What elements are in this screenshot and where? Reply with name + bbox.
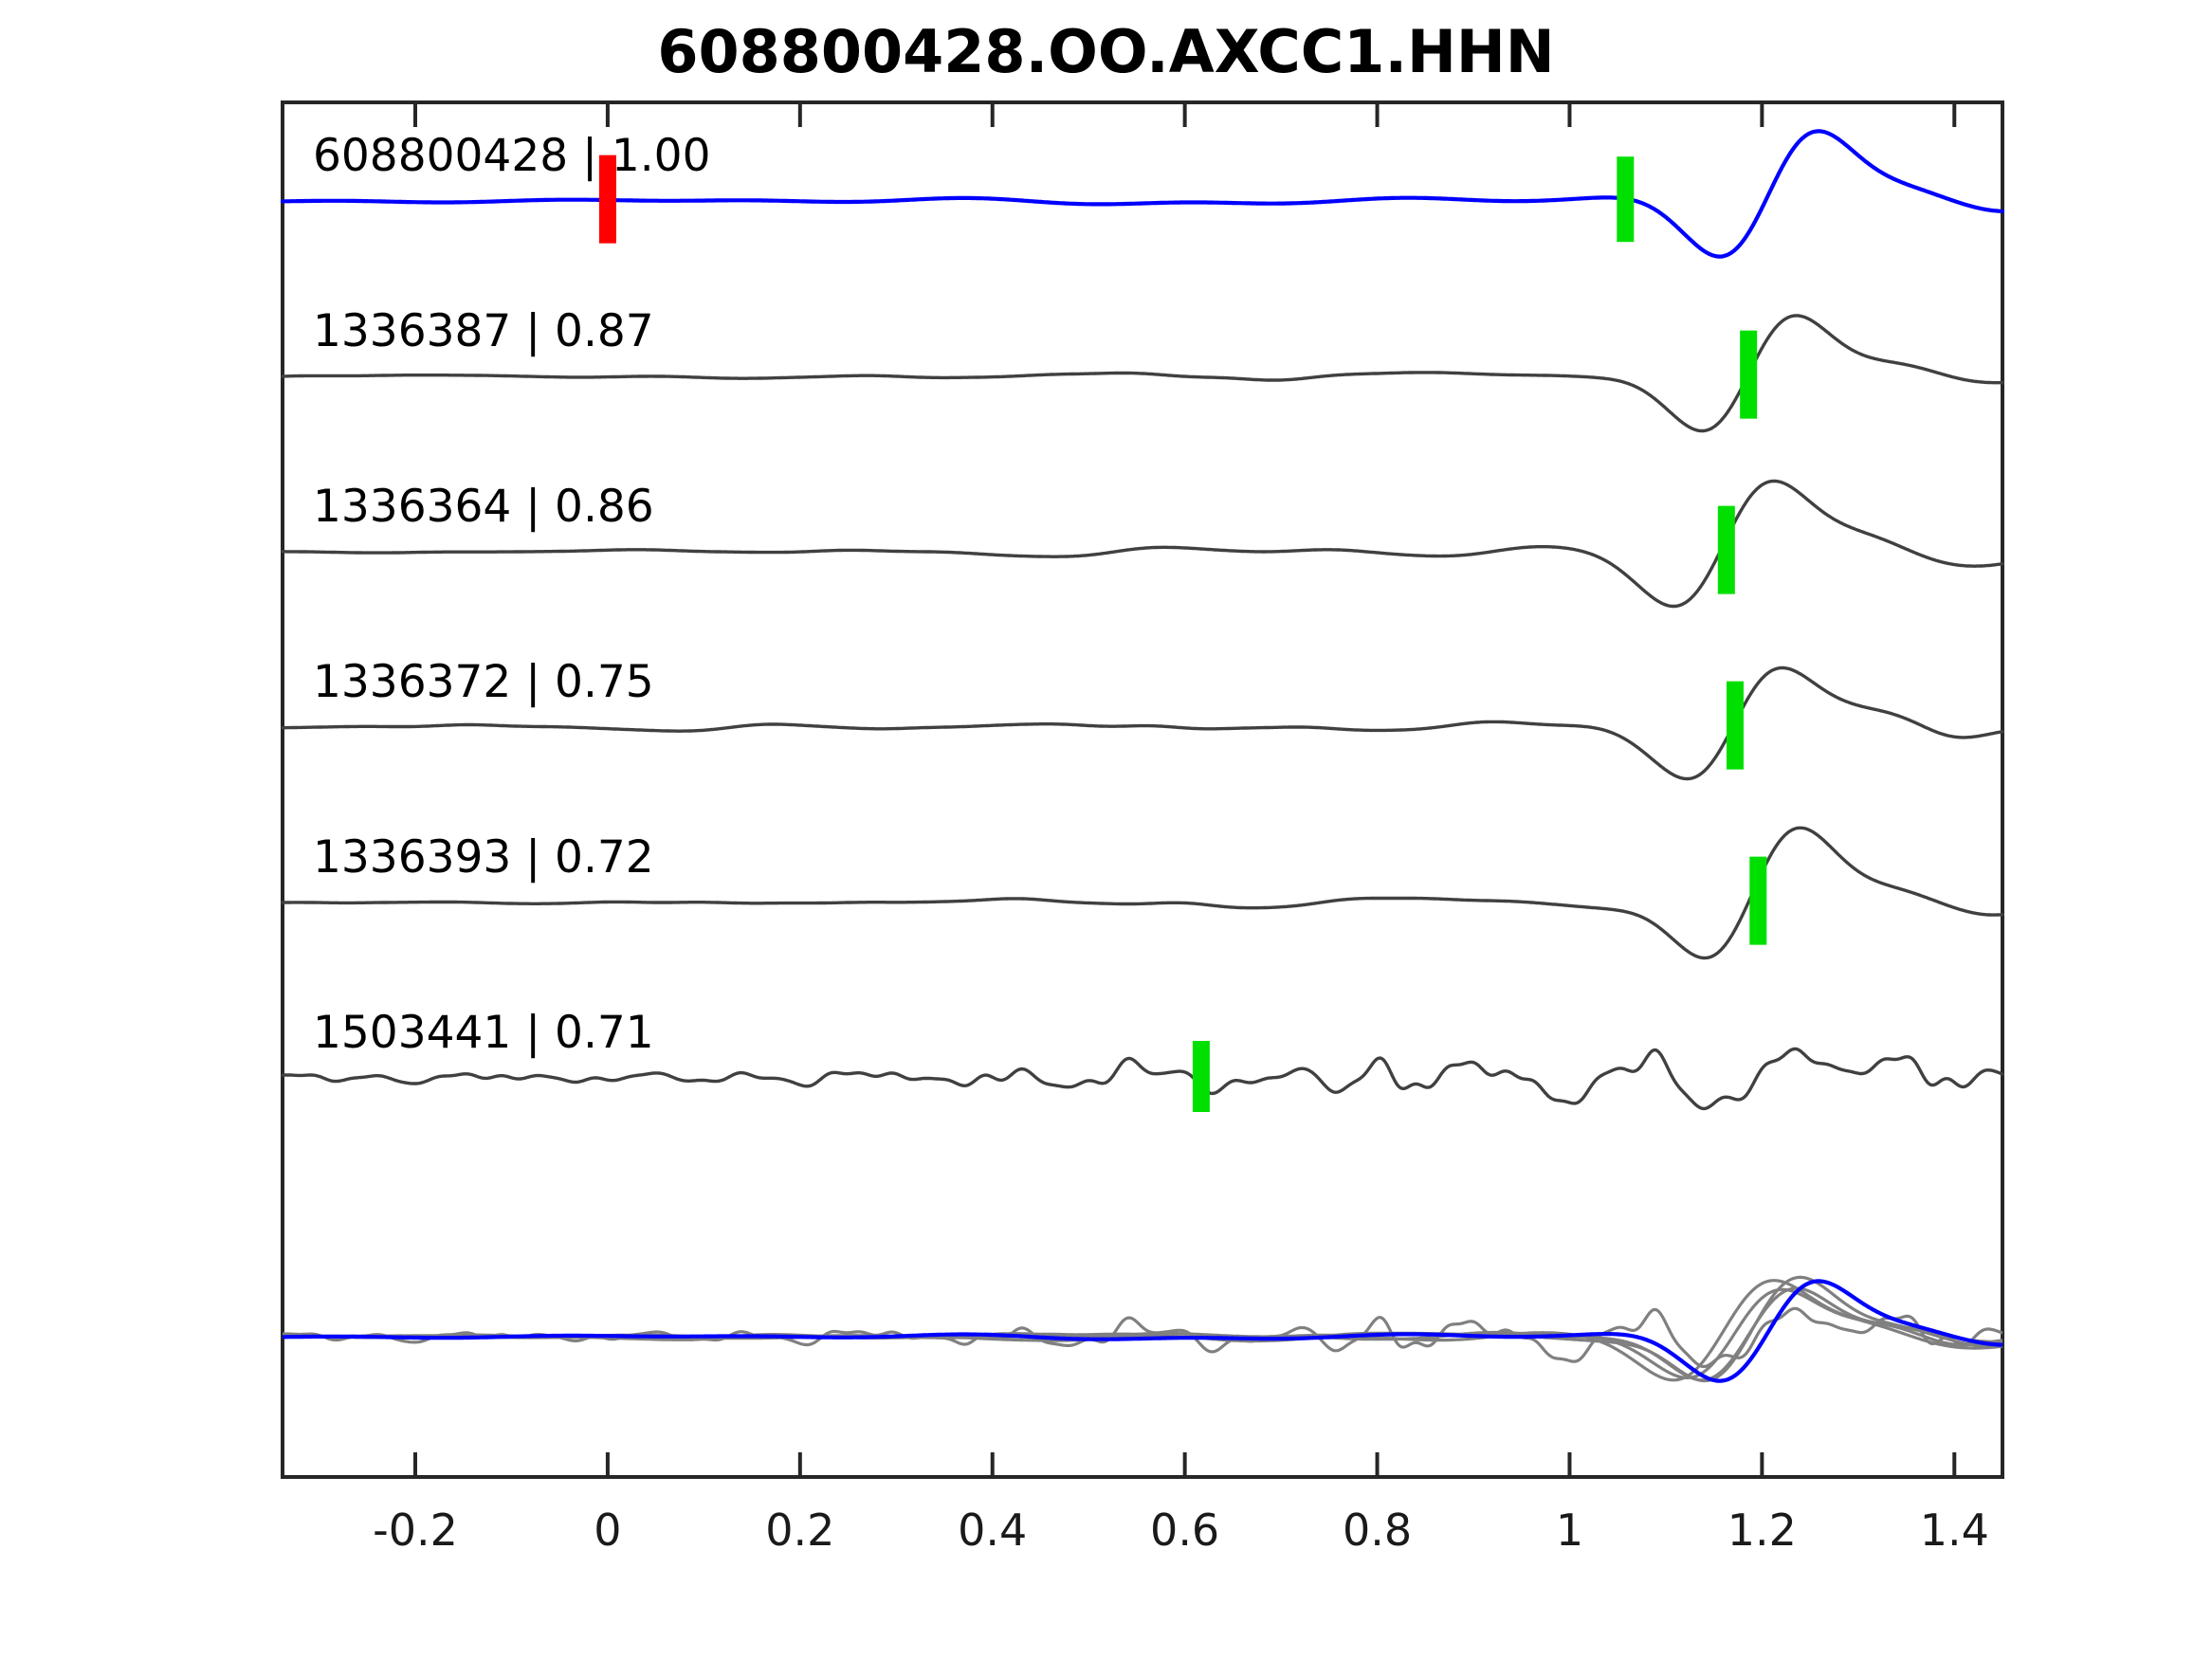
stack-gray-trace bbox=[282, 1306, 2003, 1369]
trace-label: 1503441 | 0.71 bbox=[313, 1007, 654, 1059]
phase-pick-marker bbox=[1192, 1041, 1210, 1112]
x-tick-label: 0 bbox=[594, 1504, 621, 1556]
x-tick-label: 0.4 bbox=[958, 1504, 1027, 1556]
phase-pick-marker bbox=[1740, 330, 1758, 419]
stack-template-trace bbox=[281, 1279, 2004, 1383]
trace-label: 608800428 | 1.00 bbox=[313, 130, 711, 182]
waveform-trace bbox=[281, 1047, 2004, 1111]
waveform-trace bbox=[281, 826, 2004, 960]
x-tick-label: -0.2 bbox=[373, 1504, 458, 1556]
waveform-trace bbox=[281, 479, 2004, 609]
x-tick-label: 0.2 bbox=[765, 1504, 834, 1556]
phase-pick-marker bbox=[1726, 681, 1744, 770]
trace-label: 1336372 | 0.75 bbox=[313, 656, 654, 708]
phase-pick-marker bbox=[1617, 156, 1635, 243]
x-tick-label: 1 bbox=[1556, 1504, 1583, 1556]
page-title: 608800428.OO.AXCC1.HHN bbox=[657, 17, 1555, 86]
x-tick-label: 0.6 bbox=[1150, 1504, 1219, 1556]
phase-pick-marker bbox=[1749, 856, 1767, 945]
origin-time-marker bbox=[598, 155, 616, 244]
x-tick-label: 1.2 bbox=[1728, 1504, 1797, 1556]
x-tick-label: 0.8 bbox=[1343, 1504, 1412, 1556]
trace-label: 1336364 | 0.86 bbox=[313, 481, 654, 533]
phase-pick-marker bbox=[1717, 505, 1735, 594]
trace-label: 1336387 | 0.87 bbox=[313, 305, 654, 357]
axes-frame bbox=[281, 100, 2004, 1479]
waveform-trace bbox=[280, 129, 2005, 259]
waveform-trace bbox=[281, 314, 2004, 433]
x-tick-label: 1.4 bbox=[1920, 1504, 1989, 1556]
waveform-trace bbox=[281, 665, 2004, 781]
trace-label: 1336393 | 0.72 bbox=[313, 831, 654, 884]
